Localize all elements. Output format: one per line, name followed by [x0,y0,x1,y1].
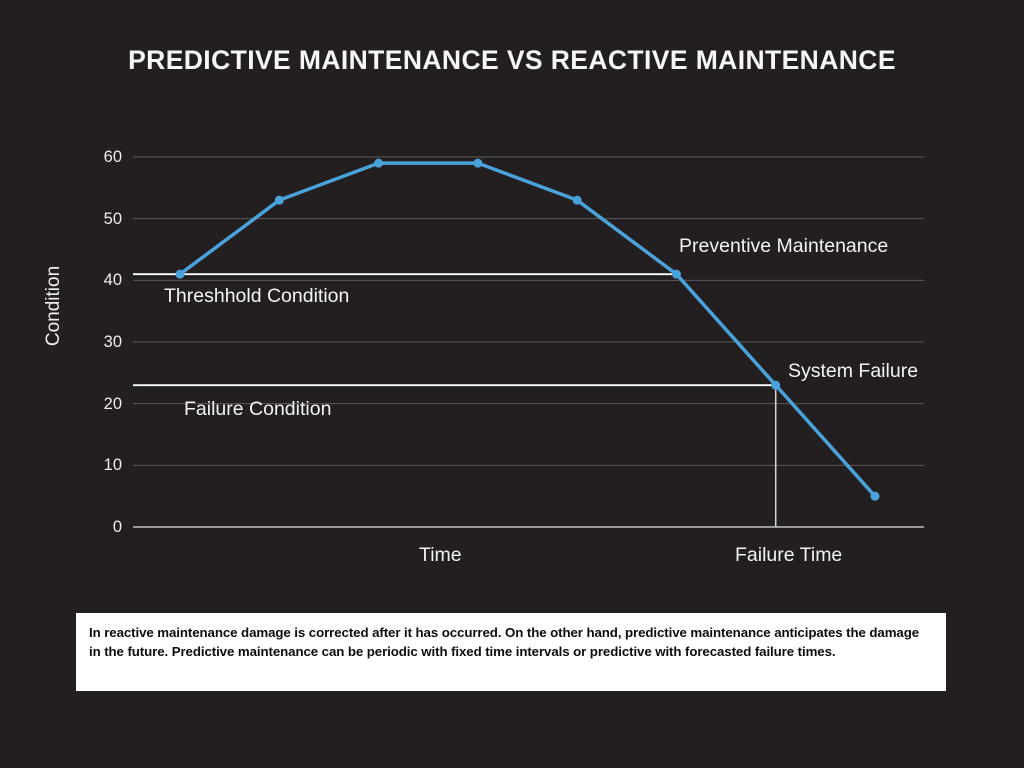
x-axis-label-failure-time: Failure Time [735,544,843,566]
y-axis-tick-label: 30 [103,333,122,351]
condition-curve [178,161,877,498]
y-axis-tick-label: 50 [103,209,122,228]
y-axis-tick-label: 0 [112,518,122,536]
description-text: In reactive maintenance damage is correc… [89,625,920,659]
data-point [870,491,880,501]
data-point [473,158,483,168]
chart-title: PREDICTIVE MAINTENANCE VS REACTIVE MAINT… [128,45,896,75]
data-point [274,195,284,205]
system-failure-label: System Failure [788,360,919,382]
description-box: In reactive maintenance damage is correc… [76,613,946,691]
threshold-condition-label: Threshhold Condition [164,285,350,307]
y-axis-tick-label: 60 [103,148,122,166]
x-axis-label-time: Time [419,544,462,566]
data-point [771,380,781,390]
data-point [374,158,384,168]
data-point [572,195,582,205]
y-axis-tick-label: 20 [103,394,122,413]
failure-condition-label: Failure Condition [184,398,332,420]
data-point [175,269,185,279]
y-axis-tick-label: 40 [103,271,122,290]
data-point [671,269,681,279]
preventive-maintenance-label: Preventive Maintenance [679,235,889,257]
y-axis-tick-label: 10 [103,456,122,475]
